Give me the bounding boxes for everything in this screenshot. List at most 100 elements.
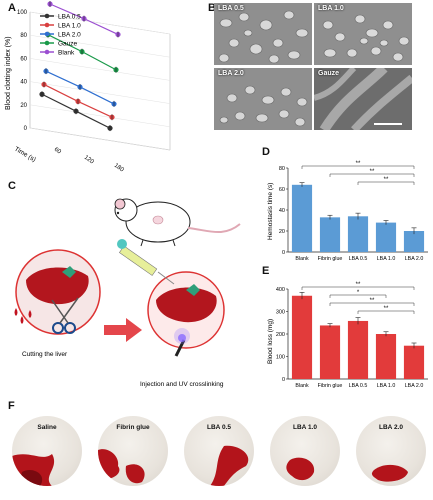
significance-label: ** xyxy=(370,169,375,175)
rat-illustration xyxy=(114,198,241,247)
significance-bracket xyxy=(357,310,415,314)
bar xyxy=(291,295,313,379)
sem-texture xyxy=(218,10,309,64)
x-tick-label: Fibrin glue xyxy=(318,256,343,262)
blood-drops xyxy=(14,308,32,324)
sem-label-lba20: LBA 2.0 xyxy=(218,70,244,77)
significance-bracket xyxy=(301,286,415,290)
y-tick-label: 0 xyxy=(282,250,285,256)
y-tick-label: 80 xyxy=(20,33,27,39)
y-axis-label: Blood loss (mg) xyxy=(267,319,274,364)
photo-label-lba20: LBA 2.0 xyxy=(379,424,403,431)
sem-label-lba05: LBA 0.5 xyxy=(218,5,244,12)
panel-label-b: B xyxy=(208,2,216,14)
legend-marker xyxy=(44,49,50,55)
bar xyxy=(375,222,397,252)
sem-image-lba10: LBA 1.0 xyxy=(314,3,412,65)
y-tick-label: 20 xyxy=(279,229,285,235)
panel-label-e: E xyxy=(262,265,270,277)
y-axis-label: Hemostasis time (s) xyxy=(267,183,274,240)
x-tick-label: LBA 1.0 xyxy=(377,383,396,389)
chart-d-hemostasis-time: 0 20 40 60 80 Hemostasis time (s) Blank Fibrin … xyxy=(267,161,428,262)
x-tick-label: LBA 0.5 xyxy=(349,256,368,262)
sem-image-gauze: Gauze xyxy=(314,68,412,130)
significance-bracket xyxy=(329,302,415,306)
x-tick-label: Blank xyxy=(295,383,309,389)
sem-label-lba10: LBA 1.0 xyxy=(318,5,344,12)
photo-saline: Saline xyxy=(12,416,82,486)
bleeding-stain xyxy=(210,445,249,486)
photo-label-fibrin-glue: Fibrin glue xyxy=(116,424,150,431)
x-tick-label: Fibrin glue xyxy=(318,383,343,389)
surgery-illustration: Cutting the liver Injection and UV cross… xyxy=(14,198,241,388)
liver-icon xyxy=(26,266,89,305)
gauze-fibers xyxy=(314,68,412,130)
x-axis-label: Time (s) xyxy=(13,146,37,164)
legend-label: LBA 0.5 xyxy=(58,14,81,21)
sem-texture xyxy=(219,85,308,127)
legend-marker xyxy=(44,13,50,19)
grid-line xyxy=(29,34,171,58)
photo-lba20: LBA 2.0 xyxy=(356,416,426,486)
y-tick-label: 100 xyxy=(276,355,285,361)
y-tick-label: 0 xyxy=(24,126,28,132)
significance-label: ** xyxy=(370,298,375,304)
bleeding-stain xyxy=(371,464,408,482)
sem-image-lba05: LBA 0.5 xyxy=(214,3,312,65)
legend-label: LBA 2.0 xyxy=(58,32,81,39)
y-axis-label: Blood clotting index (%) xyxy=(5,36,12,110)
x-tick-label: 180 xyxy=(113,163,125,174)
inject-uv-label: Injection and UV crosslinking xyxy=(140,381,224,388)
chart-e-blood-loss: 0 100 200 300 400 Blood loss (mg) Blank Fibrin … xyxy=(267,282,428,389)
y-tick-label: 40 xyxy=(279,208,285,214)
significance-label: ** xyxy=(356,161,361,167)
legend-label: Blank xyxy=(58,50,75,57)
chart-a-clotting-index: 0 20 40 60 80 100 Blood clotting index (%) 60 12… xyxy=(5,1,171,174)
bleeding-stain xyxy=(12,454,55,486)
y-tick-label: 200 xyxy=(276,332,285,338)
photo-lba10: LBA 1.0 xyxy=(270,416,340,486)
x-tick-label: LBA 0.5 xyxy=(349,383,368,389)
sem-label-gauze: Gauze xyxy=(318,70,340,77)
x-tick-label: 120 xyxy=(83,155,95,166)
panel-label-d: D xyxy=(262,146,270,158)
significance-bracket xyxy=(329,173,415,177)
liver-icon xyxy=(156,284,217,323)
sem-texture xyxy=(322,14,410,62)
y-tick-label: 300 xyxy=(276,310,285,316)
panel-label-c: C xyxy=(8,180,16,192)
y-tick-label: 100 xyxy=(17,10,28,16)
panel-label-f: F xyxy=(8,400,15,412)
grid-line xyxy=(29,104,171,128)
legend-marker xyxy=(44,22,50,28)
y-tick-label: 40 xyxy=(20,80,27,86)
x-tick-label: 60 xyxy=(53,147,62,156)
photo-label-saline: Saline xyxy=(37,424,57,431)
y-tick-label: 60 xyxy=(20,56,27,62)
grid-line xyxy=(29,127,171,151)
significance-bracket xyxy=(357,181,415,185)
uv-lamp-icon xyxy=(174,328,190,357)
cut-liver-label: Cutting the liver xyxy=(22,351,68,358)
significance-bracket xyxy=(301,165,415,169)
syringe-icon xyxy=(117,239,175,285)
photo-label-lba10: LBA 1.0 xyxy=(293,424,317,431)
x-tick-label: LBA 2.0 xyxy=(405,256,424,262)
x-tick-label: LBA 1.0 xyxy=(377,256,396,262)
scissors-icon xyxy=(51,297,79,334)
photo-fibrin-glue: Fibrin glue xyxy=(98,416,168,486)
y-tick-label: 20 xyxy=(20,103,27,109)
legend-marker xyxy=(44,31,50,37)
x-tick-label: LBA 2.0 xyxy=(405,383,424,389)
grid-line xyxy=(29,58,171,81)
y-tick-label: 0 xyxy=(282,377,285,383)
legend-label: LBA 1.0 xyxy=(58,23,81,30)
y-tick-label: 400 xyxy=(276,287,285,293)
significance-label: * xyxy=(357,290,360,296)
panel-label-a: A xyxy=(8,2,16,14)
sem-image-lba20: LBA 2.0 xyxy=(214,68,312,130)
bleeding-stain xyxy=(286,457,315,481)
bar xyxy=(347,320,369,379)
y-tick-label: 80 xyxy=(279,166,285,172)
bleeding-stain xyxy=(98,449,145,484)
